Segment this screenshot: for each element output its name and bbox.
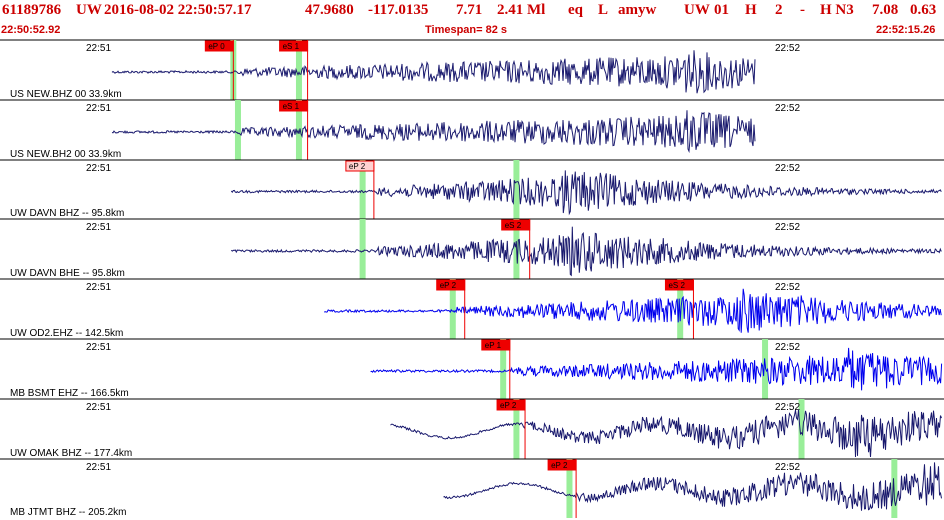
channel-row[interactable]: 22:51 22:52 eP 1 MB BSMT EHZ -- 166.5km: [0, 338, 944, 399]
channel-label: UW DAVN BHE -- 95.8km: [10, 268, 125, 279]
tick-label: 22:51: [86, 43, 111, 54]
waveform-trace: [443, 462, 942, 511]
phase-pick-box[interactable]: [204, 40, 234, 52]
window-end-time: 22:52:15.26: [876, 24, 936, 36]
waveform-trace: [370, 347, 943, 391]
channel-row[interactable]: 22:51 22:52 eP 0 eS 1 US NEW.BHZ 00 33.9km: [0, 39, 944, 100]
waveform-trace: [324, 288, 942, 333]
channel-row[interactable]: 22:51 22:52 eP 2 UW OMAK BHZ -- 177.4km: [0, 398, 944, 459]
phase-pick-box[interactable]: [436, 279, 466, 291]
qual-net: UW: [684, 2, 710, 18]
qual-dash: -: [800, 2, 805, 18]
event-network: UW: [76, 2, 102, 18]
phase-pick-label: eS 1: [283, 102, 300, 111]
arrival-window: [500, 339, 507, 399]
qual-2: 2: [775, 2, 783, 18]
time-window-bar: 22:50:52.92 Timespan= 82 s 22:52:15.26: [0, 22, 944, 38]
qual-val1: 7.08: [872, 2, 899, 18]
channel-label: MB JTMT BHZ -- 205.2km: [10, 507, 127, 518]
arrival-window: [359, 160, 366, 219]
tick-label: 22:52: [775, 103, 800, 114]
arrival-window: [359, 219, 366, 279]
tick-label: 22:52: [775, 462, 800, 473]
event-header: 61189786 UW 2016-08-02 22:50:57.17 47.96…: [0, 0, 944, 20]
event-datetime: 2016-08-02 22:50:57.17: [104, 2, 252, 18]
arrival-window: [566, 459, 573, 518]
phase-pick-box[interactable]: [481, 339, 511, 351]
tick-label: 22:52: [775, 402, 800, 413]
arrival-window: [798, 399, 805, 459]
arrival-window: [234, 100, 241, 160]
tick-label: 22:51: [86, 222, 111, 233]
event-depth: 7.71: [456, 2, 483, 18]
arrival-window: [513, 399, 520, 459]
channel-label: US NEW.BH2 00 33.9km: [10, 149, 121, 160]
phase-pick-label: eP 2: [440, 281, 457, 290]
tick-label: 22:52: [775, 43, 800, 54]
arrival-window: [295, 40, 302, 100]
event-lon: -117.0135: [368, 2, 429, 18]
phase-pick-box[interactable]: [664, 279, 694, 291]
phase-pick-box[interactable]: [547, 459, 577, 471]
arrival-window: [513, 160, 520, 219]
phase-pick-box[interactable]: [501, 219, 531, 231]
window-start-time: 22:50:52.92: [1, 24, 61, 36]
arrival-window: [295, 100, 302, 160]
qual-01: 01: [714, 2, 729, 18]
phase-pick-box[interactable]: [496, 399, 526, 411]
tick-label: 22:52: [775, 222, 800, 233]
channel-row[interactable]: 22:51 22:52 eP 2 eS 2 UW OD2.EHZ -- 142.5km: [0, 278, 944, 339]
channel-row[interactable]: 22:51 22:52 eP 2 MB JTMT BHZ -- 205.2km: [0, 458, 944, 518]
channel-label: US NEW.BHZ 00 33.9km: [10, 89, 122, 100]
phase-pick-label: eP 2: [349, 162, 366, 171]
qual-hn3: H N3: [820, 2, 854, 18]
phase-pick-label: eS 2: [505, 221, 522, 230]
event-flag: L: [598, 2, 609, 18]
phase-pick-label: eP 2: [500, 401, 517, 410]
channel-row[interactable]: 22:51 22:52 eP 2 UW DAVN BHZ -- 95.8km: [0, 159, 944, 219]
tick-label: 22:52: [775, 342, 800, 353]
channel-label: UW OD2.EHZ -- 142.5km: [10, 328, 123, 339]
phase-pick-label: eS 2: [668, 281, 685, 290]
qual-val2: 0.63: [910, 2, 937, 18]
tick-label: 22:51: [86, 282, 111, 293]
tick-label: 22:51: [86, 103, 111, 114]
qual-h: H: [745, 2, 757, 18]
event-lat: 47.9680: [305, 2, 354, 18]
tick-label: 22:51: [86, 163, 111, 174]
arrival-window: [677, 279, 684, 339]
event-author: amyw: [618, 2, 657, 18]
waveform-trace: [230, 226, 942, 277]
phase-pick-label: eP 2: [551, 461, 568, 470]
waveform-trace: [111, 50, 756, 94]
channel-row[interactable]: 22:51 22:52 eS 1 US NEW.BH2 00 33.9km: [0, 99, 944, 160]
event-type: eq: [568, 2, 583, 18]
waveform-trace: [390, 409, 942, 458]
phase-pick-label: eP 0: [208, 42, 225, 51]
channel-label: UW DAVN BHZ -- 95.8km: [10, 208, 124, 219]
event-id: 61189786: [2, 2, 62, 18]
channel-label: MB BSMT EHZ -- 166.5km: [10, 388, 129, 399]
phase-pick-box[interactable]: [279, 100, 309, 112]
tick-label: 22:52: [775, 282, 800, 293]
channel-label: UW OMAK BHZ -- 177.4km: [10, 448, 132, 459]
phase-pick-box[interactable]: [279, 40, 309, 52]
tick-label: 22:51: [86, 402, 111, 413]
event-magnitude: 2.41 Ml: [497, 2, 546, 18]
tick-label: 22:51: [86, 462, 111, 473]
arrival-window: [449, 279, 456, 339]
waveform-trace: [230, 170, 942, 216]
tick-label: 22:51: [86, 342, 111, 353]
channel-row[interactable]: 22:51 22:52 eS 2 UW DAVN BHE -- 95.8km: [0, 218, 944, 279]
phase-pick-label: eP 1: [485, 341, 502, 350]
phase-pick-label: eS 1: [283, 42, 300, 51]
phase-pick-box[interactable]: [345, 160, 375, 172]
arrival-window: [762, 339, 769, 399]
tick-label: 22:52: [775, 163, 800, 174]
timespan-label: Timespan= 82 s: [425, 24, 508, 36]
waveform-trace: [111, 110, 756, 154]
